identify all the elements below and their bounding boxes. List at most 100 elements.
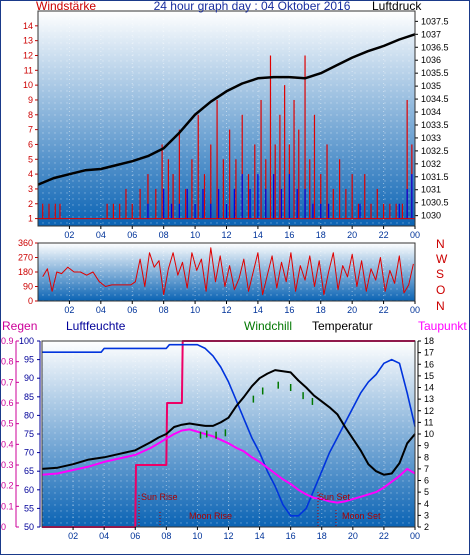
pressure-ytick-label-1036.5: 1036.5 [421, 42, 449, 52]
direction-xtick-label-10: 10 [190, 305, 200, 315]
pressure-ytick-label-1032.5: 1032.5 [421, 146, 449, 156]
direction-xtick-label-16: 16 [284, 305, 294, 315]
direction-xtick-label-12: 12 [221, 305, 231, 315]
climate-xtick-label-04: 04 [99, 531, 109, 541]
temperature-ytick-label-7: 7 [424, 464, 429, 474]
wind-ytick-label-13: 13 [23, 36, 33, 46]
compass-label-o: O [436, 283, 445, 297]
humidity-ytick-label-95: 95 [24, 355, 34, 365]
windchill-legend: Windchill [244, 319, 292, 333]
wind-ytick-label-3: 3 [28, 184, 33, 194]
chart-title: 24 hour graph day : 04 Oktober 2016 [154, 0, 351, 13]
direction-xtick-label-08: 08 [159, 305, 169, 315]
wind-xtick-label-10: 10 [190, 230, 200, 240]
rain-ytick-label-0.3: 0.3 [1, 460, 14, 470]
pressure-axis-title: Luftdruck [372, 0, 422, 13]
direction-xtick-label-06: 06 [127, 305, 137, 315]
humidity-ytick-label-75: 75 [24, 429, 34, 439]
temperature-ytick-label-17: 17 [424, 348, 434, 358]
temperature-ytick-label-3: 3 [424, 510, 429, 520]
humidity-ytick-label-60: 60 [24, 485, 34, 495]
pressure-ytick-label-1037.5: 1037.5 [421, 16, 449, 26]
direction-ytick-label-270: 270 [18, 253, 33, 263]
climate-xtick-label-18: 18 [317, 531, 327, 541]
wind-ytick-label-4: 4 [28, 169, 33, 179]
wind-ytick-label-5: 5 [28, 154, 33, 164]
moon-set-label: Moon Set [342, 511, 381, 521]
compass-label-n-top: N [436, 237, 445, 251]
temperature-ytick-label-8: 8 [424, 452, 429, 462]
wind-ytick-label-8: 8 [28, 110, 33, 120]
climate-xtick-label-00: 00 [410, 531, 420, 541]
humidity-ytick-label-85: 85 [24, 392, 34, 402]
wind-ytick-label-11: 11 [24, 65, 33, 75]
pressure-ytick-label-1035: 1035 [421, 81, 441, 91]
wind-ytick-label-9: 9 [28, 95, 33, 105]
wind-xtick-label-12: 12 [221, 230, 231, 240]
temperature-ytick-label-16: 16 [424, 359, 434, 369]
temperature-ytick-label-5: 5 [424, 487, 429, 497]
rain-ytick-label-0: 0 [1, 522, 6, 532]
rain-ytick-label-0.4: 0.4 [1, 439, 14, 449]
direction-ytick-label-0: 0 [28, 296, 33, 306]
wind-ytick-label-14: 14 [23, 21, 33, 31]
direction-xtick-label-04: 04 [96, 305, 106, 315]
wind-xtick-label-18: 18 [316, 230, 326, 240]
direction-xtick-label-20: 20 [347, 305, 357, 315]
humidity-ytick-label-90: 90 [24, 373, 34, 383]
pressure-ytick-label-1030: 1030 [421, 211, 441, 221]
wind-xtick-label-08: 08 [159, 230, 169, 240]
direction-xtick-label-02: 02 [64, 305, 74, 315]
temperature-legend: Temperatur [312, 319, 373, 333]
direction-ytick-label-360: 360 [18, 238, 33, 248]
direction-xtick-label-18: 18 [316, 305, 326, 315]
sun-set-label: Sun Set [318, 492, 351, 502]
wind-ytick-label-1: 1 [28, 214, 33, 224]
rain-ytick-label-0.2: 0.2 [1, 481, 14, 491]
wind-xtick-label-22: 22 [379, 230, 389, 240]
rain-legend: Regen [2, 319, 37, 333]
moon-rise-label: Moon Rise [189, 511, 232, 521]
pressure-ytick-label-1031.5: 1031.5 [421, 172, 449, 182]
compass-label-s: S [436, 267, 444, 281]
climate-xtick-label-10: 10 [192, 531, 202, 541]
humidity-ytick-label-65: 65 [24, 466, 34, 476]
sun-rise-label: Sun Rise [141, 492, 178, 502]
pressure-ytick-label-1031: 1031 [421, 185, 441, 195]
climate-xtick-label-06: 06 [130, 531, 140, 541]
climate-xtick-label-14: 14 [255, 531, 265, 541]
wind-ytick-label-2: 2 [28, 199, 33, 209]
wind-xtick-label-14: 14 [253, 230, 263, 240]
direction-xtick-label-14: 14 [253, 305, 263, 315]
wind-direction-line [42, 247, 414, 296]
rain-ytick-label-0.1: 0.1 [1, 501, 14, 511]
climate-xtick-label-16: 16 [286, 531, 296, 541]
humidity-ytick-label-55: 55 [24, 503, 34, 513]
humidity-ytick-label-50: 50 [24, 522, 34, 532]
temperature-ytick-label-10: 10 [424, 429, 434, 439]
pressure-ytick-label-1034: 1034 [421, 107, 441, 117]
direction-ytick-label-180: 180 [18, 267, 33, 277]
pressure-ytick-label-1037: 1037 [421, 29, 441, 39]
direction-ytick-label-90: 90 [23, 282, 33, 292]
temperature-ytick-label-12: 12 [424, 406, 434, 416]
compass-label-w: W [436, 252, 448, 266]
pressure-ytick-label-1033.5: 1033.5 [421, 120, 449, 130]
rain-ytick-label-0.6: 0.6 [1, 398, 14, 408]
climate-xtick-label-12: 12 [223, 531, 233, 541]
dewpoint-legend: Taupunkt [418, 319, 467, 333]
temperature-ytick-label-9: 9 [424, 441, 429, 451]
direction-xtick-label-22: 22 [379, 305, 389, 315]
wind-xtick-label-20: 20 [347, 230, 357, 240]
pressure-ytick-label-1035.5: 1035.5 [421, 68, 449, 78]
rain-ytick-label-0.8: 0.8 [1, 357, 14, 367]
wind-strength-axis-title: Windstärke [36, 0, 96, 13]
temperature-ytick-label-6: 6 [424, 476, 429, 486]
climate-xtick-label-22: 22 [379, 531, 389, 541]
direction-xtick-label-00: 00 [410, 305, 420, 315]
temperature-line [41, 369, 416, 476]
climate-xtick-label-08: 08 [161, 531, 171, 541]
pressure-ytick-label-1036: 1036 [421, 55, 441, 65]
wind-ytick-label-6: 6 [28, 139, 33, 149]
